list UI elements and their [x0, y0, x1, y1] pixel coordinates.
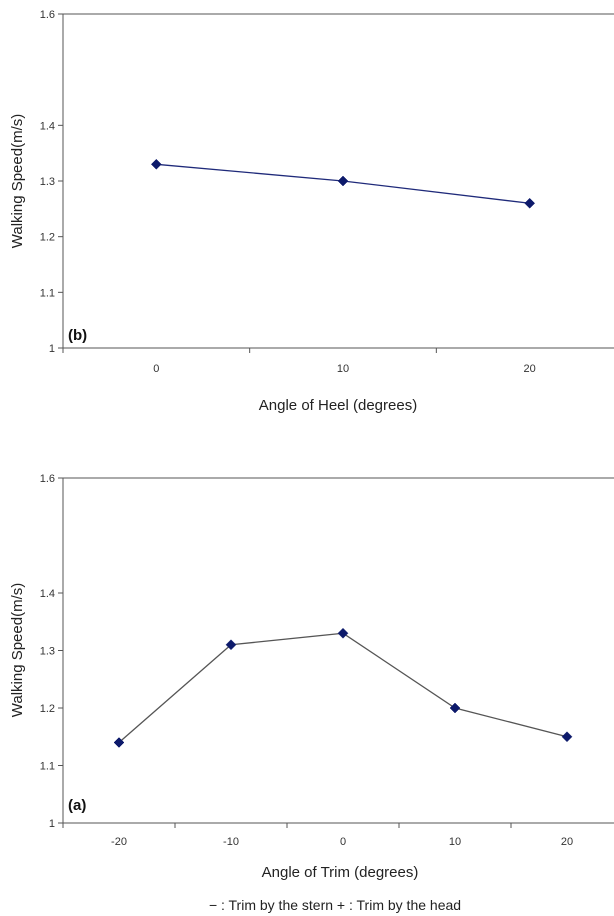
panel-label: (a): [68, 797, 86, 814]
x-tick-label: 20: [524, 363, 536, 375]
x-tick-label: 10: [449, 836, 461, 848]
series-line: [118, 632, 568, 743]
data-point: [561, 731, 573, 743]
x-tick-label: 20: [561, 836, 573, 848]
y-tick-label: 1.4: [40, 120, 55, 132]
data-point: [337, 627, 349, 639]
trim-note: − : Trim by the stern + : Trim by the he…: [209, 897, 461, 913]
x-tick-label: -10: [223, 836, 239, 848]
data-point: [524, 197, 536, 209]
y-tick-label: 1.6: [40, 9, 55, 21]
plot-frame: [62, 477, 614, 824]
y-tick-label: 1.3: [40, 176, 55, 188]
panel-label: (b): [68, 327, 87, 344]
y-tick-label: 1.2: [40, 703, 55, 715]
y-tick-label: 1.4: [40, 588, 55, 600]
y-tick-label: 1.2: [40, 232, 55, 244]
chart-trim: (a) Angle of Trim (degrees) Walking Spee…: [9, 473, 614, 913]
y-tick-label: 1.6: [40, 473, 55, 485]
x-tick-label: 0: [153, 363, 159, 375]
x-tick-label: 0: [340, 836, 346, 848]
x-tick-label: -20: [111, 836, 127, 848]
x-tick-label: 10: [337, 363, 349, 375]
y-tick-label: 1: [49, 818, 55, 830]
data-point: [337, 175, 349, 187]
y-tick-label: 1: [49, 343, 55, 355]
data-point: [150, 158, 162, 170]
y-axis-label: Walking Speed(m/s): [9, 583, 26, 718]
y-tick-label: 1.1: [40, 287, 55, 299]
y-axis-label: Walking Speed(m/s): [9, 114, 26, 249]
y-tick-label: 1.1: [40, 761, 55, 773]
y-tick-label: 1.3: [40, 646, 55, 658]
chart-heel: (b) Angle of Heel (degrees) Walking Spee…: [9, 9, 614, 414]
data-point: [449, 702, 461, 714]
x-axis-label: Angle of Trim (degrees): [262, 864, 419, 881]
data-point: [113, 737, 125, 748]
x-axis-label: Angle of Heel (degrees): [259, 397, 417, 414]
data-point: [225, 639, 237, 651]
